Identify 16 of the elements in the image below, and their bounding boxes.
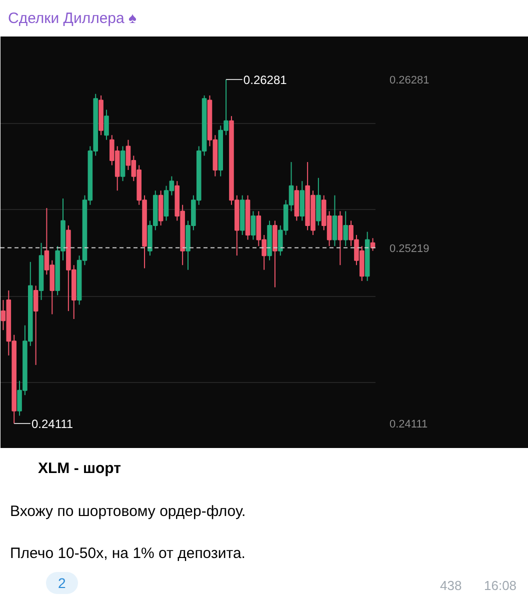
candlestick [343,210,348,247]
candlestick [33,285,38,366]
text: XLM - шорт [38,459,121,479]
candlestick [332,194,338,247]
candlestick [250,210,256,240]
text: Вхожу по шортовому ордер-флоу. [10,502,246,522]
annotation: 0.24111 [31,416,74,431]
text: 438 [440,577,462,595]
chart-title: Сделки Диллера ♠ [8,9,136,29]
candlestick [338,210,343,266]
annotation: 0.26281 [243,72,288,87]
ref-line-label: 0.25219 [390,242,430,255]
text: 16:08 [484,577,517,595]
text: 2 [46,572,78,594]
text: Плечо 10-50x, на 1% от депозита. [10,544,246,564]
candlestick [104,109,109,140]
